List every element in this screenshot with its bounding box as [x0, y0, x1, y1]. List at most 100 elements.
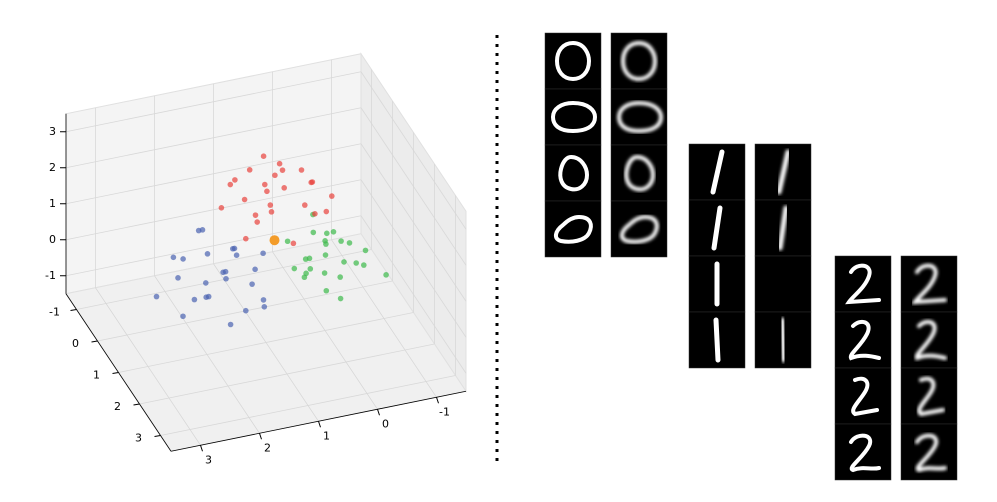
- data-point: [246, 167, 253, 173]
- data-point: [276, 160, 283, 167]
- digit-stroke: [848, 319, 881, 361]
- data-point: [337, 295, 344, 302]
- grid-line: [65, 215, 362, 277]
- data-point: [337, 274, 344, 280]
- digit-stroke: [624, 154, 656, 192]
- data-point: [175, 275, 181, 281]
- x-tick-label: 0: [72, 337, 79, 350]
- data-point: [262, 181, 268, 188]
- digit-stroke: [550, 100, 598, 134]
- y-tick-label: 2: [264, 441, 271, 454]
- data-point: [322, 252, 329, 258]
- digit-stroke: [845, 263, 881, 305]
- data-point: [249, 281, 255, 287]
- digit-stroke: [554, 214, 593, 244]
- data-point: [252, 266, 258, 273]
- data-point: [233, 252, 240, 258]
- tick-mark: [436, 397, 439, 404]
- digit-stroke: [710, 149, 725, 195]
- data-point: [241, 196, 248, 203]
- data-point: [306, 255, 313, 262]
- digit-stroke: [915, 433, 947, 473]
- digit-cell: [688, 199, 746, 257]
- grid-line: [360, 215, 467, 374]
- tick-mark: [377, 409, 380, 416]
- scatter-3d: -1 0 1 2 3 -1 0 1 2 3 -1 0 1 2 3: [45, 52, 467, 466]
- digit-stroke: [713, 317, 721, 363]
- digit-stroke: [711, 205, 723, 251]
- data-point: [269, 235, 280, 246]
- digit-stroke: [620, 214, 659, 244]
- grid-line: [65, 179, 362, 241]
- grid-line: [95, 287, 201, 446]
- data-point: [323, 287, 330, 294]
- x-tick-label: 2: [114, 400, 121, 413]
- y-tick-label: 1: [323, 429, 330, 442]
- digit-stroke: [620, 40, 658, 82]
- data-point: [312, 211, 318, 217]
- data-point: [218, 205, 225, 211]
- data-point: [290, 240, 297, 247]
- data-point: [260, 153, 267, 159]
- data-point: [205, 293, 212, 300]
- data-point: [260, 297, 267, 303]
- z-tick-label: 2: [49, 161, 56, 174]
- data-point: [310, 229, 317, 236]
- data-point: [322, 238, 328, 244]
- data-point: [252, 212, 259, 218]
- data-point: [281, 185, 288, 191]
- digit-stroke: [777, 205, 789, 251]
- grid-line: [213, 263, 319, 422]
- digit-stroke: [851, 376, 879, 417]
- data-point: [324, 230, 330, 237]
- tick-mark: [91, 340, 98, 343]
- data-point: [267, 202, 274, 208]
- digit-cell: [610, 144, 668, 202]
- digit-stroke: [776, 149, 791, 195]
- data-point: [220, 269, 226, 276]
- data-point: [321, 270, 328, 276]
- x-tick-label: 1: [93, 369, 100, 382]
- data-point: [227, 321, 234, 328]
- data-point: [361, 262, 367, 268]
- grid-line: [331, 239, 437, 398]
- data-point: [353, 260, 360, 266]
- digit-cell: [544, 144, 602, 202]
- data-point: [230, 245, 236, 252]
- z-tick-label: -1: [45, 269, 56, 282]
- data-point: [279, 167, 286, 173]
- grid-line: [65, 143, 362, 205]
- digit-cell: [544, 200, 602, 258]
- data-point: [323, 208, 330, 215]
- data-point: [170, 254, 177, 261]
- digit-cell: [610, 200, 668, 258]
- data-point: [261, 304, 268, 310]
- digit-panels: [544, 32, 958, 481]
- digit-stroke: [914, 319, 947, 361]
- z-tick-label: 3: [49, 125, 56, 138]
- z-tick-label: 1: [49, 197, 56, 210]
- data-point: [180, 256, 186, 262]
- tick-mark: [200, 445, 203, 452]
- data-point: [203, 280, 209, 286]
- tick-mark: [318, 421, 321, 428]
- data-point: [268, 209, 275, 215]
- data-point: [303, 270, 309, 277]
- data-point: [284, 238, 291, 245]
- data-point: [302, 202, 308, 208]
- data-point: [243, 307, 249, 314]
- data-point: [272, 172, 278, 179]
- data-point: [153, 293, 160, 300]
- data-point: [308, 179, 315, 186]
- data-point: [330, 229, 337, 235]
- x-tick-label: -1: [49, 306, 60, 319]
- data-point: [338, 238, 344, 244]
- z-tick-label: 0: [49, 233, 56, 246]
- digit-stroke: [779, 317, 787, 363]
- data-point: [191, 296, 198, 303]
- data-point: [260, 250, 266, 257]
- data-point: [180, 313, 186, 320]
- digit-stroke: [849, 433, 881, 473]
- grid-line: [360, 143, 467, 302]
